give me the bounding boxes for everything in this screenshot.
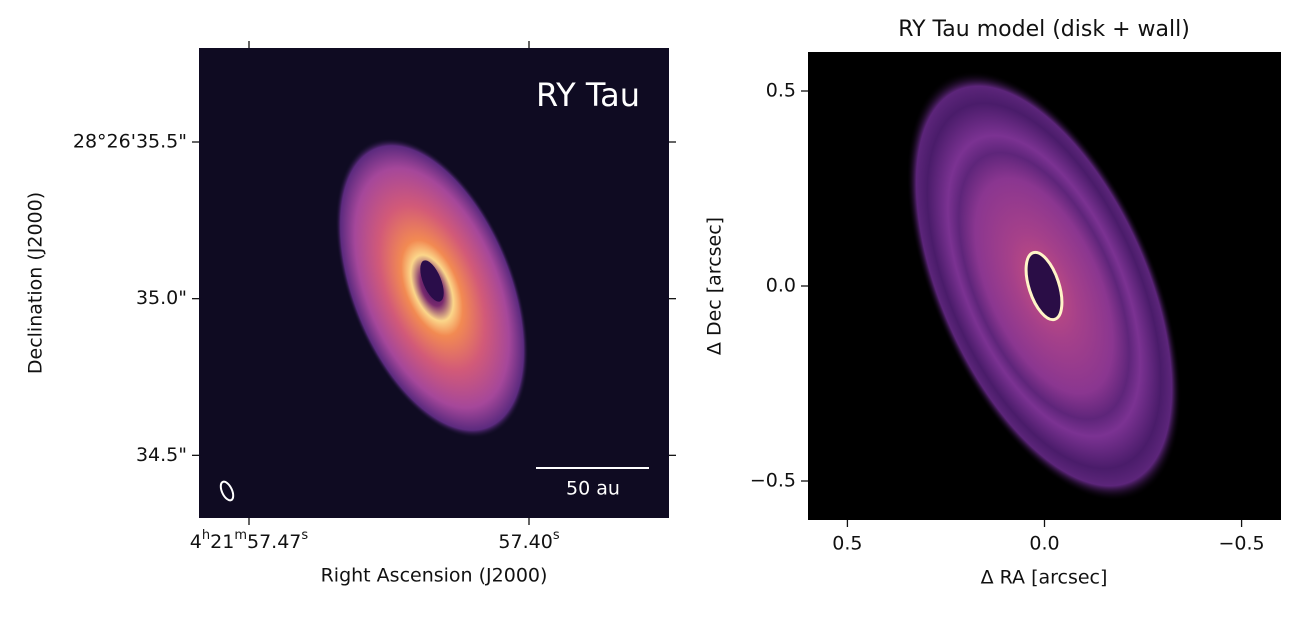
beam <box>219 480 235 502</box>
y-tick-label: 0.5 <box>766 80 796 102</box>
x-axis-label: Δ RA [arcsec] <box>981 567 1108 589</box>
model-wall <box>1024 250 1064 322</box>
y-tick-label: −0.5 <box>750 470 796 492</box>
scalebar-label: 50 au <box>566 478 620 500</box>
x-tick-label: −0.5 <box>1219 533 1265 555</box>
annotation: RY Tau <box>536 76 640 114</box>
y-tick-label: 35.0" <box>136 287 187 309</box>
x-tick-label: 0.0 <box>1029 533 1059 555</box>
y-axis-label: Δ Dec [arcsec] <box>704 217 726 355</box>
x-tick-label: 0.5 <box>832 533 862 555</box>
y-tick-label: 34.5" <box>136 444 187 466</box>
y-tick-label: 0.0 <box>766 275 796 297</box>
x-tick-label: 4h21m57.47s <box>190 528 309 553</box>
disk-cavity <box>420 260 444 302</box>
x-tick-label: 57.40s <box>498 528 559 553</box>
x-axis-label: Right Ascension (J2000) <box>321 565 548 587</box>
chart-title: RY Tau model (disk + wall) <box>898 17 1190 42</box>
y-tick-label: 28°26'35.5" <box>73 131 187 153</box>
y-axis-label: Declination (J2000) <box>25 192 47 374</box>
